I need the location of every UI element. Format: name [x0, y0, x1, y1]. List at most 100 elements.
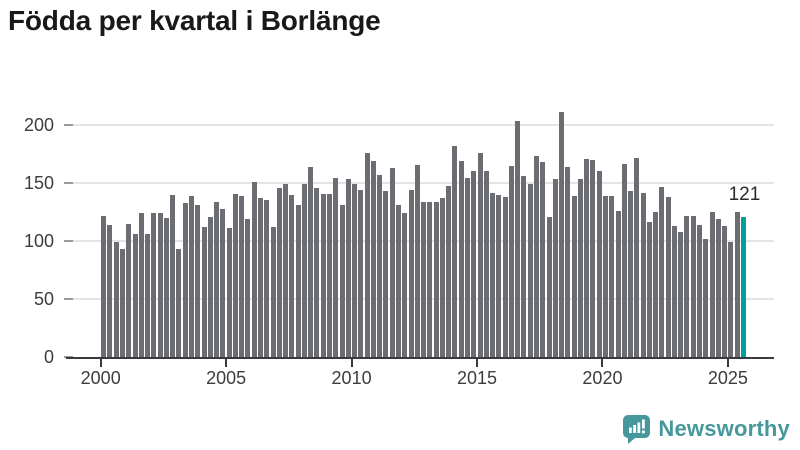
bar [490, 192, 496, 357]
bar [521, 176, 527, 357]
last-bar-value-label: 121 [728, 184, 761, 205]
x-axis-label: 2000 [80, 368, 121, 388]
bar [214, 201, 220, 357]
bar [270, 227, 276, 357]
bar [659, 186, 665, 357]
bar [452, 146, 458, 357]
gridline [66, 182, 774, 185]
bar [496, 194, 502, 357]
x-axis-label: 2025 [707, 368, 748, 388]
y-axis-label: 150 [23, 173, 54, 194]
bar [527, 184, 533, 357]
bar [339, 205, 345, 357]
bar [433, 201, 439, 357]
bar [120, 249, 126, 357]
bar [276, 187, 282, 357]
bar [364, 153, 370, 357]
bar [283, 184, 289, 357]
bar [414, 164, 420, 357]
bar [609, 196, 615, 357]
bar [634, 157, 640, 357]
bar [697, 224, 703, 357]
bar [132, 234, 138, 357]
bar [471, 170, 477, 357]
bar [370, 161, 376, 357]
bar [684, 215, 690, 357]
y-axis-tick [64, 182, 73, 185]
bar [352, 184, 358, 357]
gridline [66, 240, 774, 243]
bar [258, 198, 263, 357]
x-axis-label: 2010 [331, 368, 372, 388]
bar [590, 160, 596, 357]
bar [477, 153, 483, 357]
bar [226, 228, 232, 357]
bar [157, 213, 163, 357]
x-axis-tick [225, 359, 228, 368]
bar [483, 170, 489, 357]
bar [301, 184, 307, 357]
x-axis-label: 2015 [456, 368, 498, 388]
bar [628, 191, 634, 357]
bar [540, 162, 546, 357]
newsworthy-wordmark: Newsworthy [658, 416, 790, 441]
bar [678, 231, 684, 357]
bar [722, 226, 728, 357]
newsworthy-speech-bubble-bars-icon [623, 415, 651, 444]
bar [126, 223, 132, 357]
bar [690, 215, 696, 357]
bar [151, 213, 157, 357]
newsworthy-logo: Newsworthy [622, 414, 790, 444]
x-axis-tick [601, 359, 604, 368]
highlighted-bar [740, 216, 746, 357]
bar [107, 224, 113, 357]
y-axis-label: 100 [23, 231, 54, 252]
bar [596, 170, 602, 357]
bar [646, 221, 652, 357]
bar [734, 212, 740, 357]
bar [508, 165, 514, 357]
gridline [66, 124, 774, 127]
bar [421, 201, 427, 357]
bar [515, 120, 521, 357]
x-axis-label: 2020 [582, 368, 623, 388]
y-axis-label: 50 [33, 289, 54, 310]
x-axis-tick [99, 359, 102, 368]
bar [665, 197, 671, 357]
bar [615, 211, 621, 357]
bar [728, 242, 734, 357]
bar [138, 213, 144, 357]
bar [533, 155, 539, 357]
bar [195, 205, 201, 357]
bar [602, 196, 608, 357]
bar [176, 249, 182, 357]
bar [571, 196, 577, 357]
bar [239, 196, 245, 357]
bar [389, 168, 395, 357]
bar [671, 226, 677, 357]
bar [552, 178, 558, 357]
bar [320, 193, 326, 357]
chart-title: Födda per kvartal i Borlänge [8, 5, 381, 36]
bar [201, 227, 207, 357]
bar [546, 216, 552, 357]
bar [377, 175, 383, 357]
gridline [66, 298, 774, 301]
y-axis-tick [64, 298, 73, 301]
bar [145, 234, 151, 357]
bar [640, 192, 646, 357]
bar [358, 190, 364, 357]
bar [709, 212, 715, 357]
bar [653, 212, 659, 357]
y-axis-label: 0 [43, 347, 54, 367]
bar [715, 219, 721, 357]
bar [245, 219, 251, 357]
bar [113, 242, 119, 357]
bar [703, 238, 709, 357]
x-axis-line [66, 357, 774, 360]
bar [101, 215, 107, 357]
bar [220, 208, 226, 357]
bar [207, 216, 213, 357]
bar [170, 194, 176, 357]
bar [565, 167, 571, 357]
